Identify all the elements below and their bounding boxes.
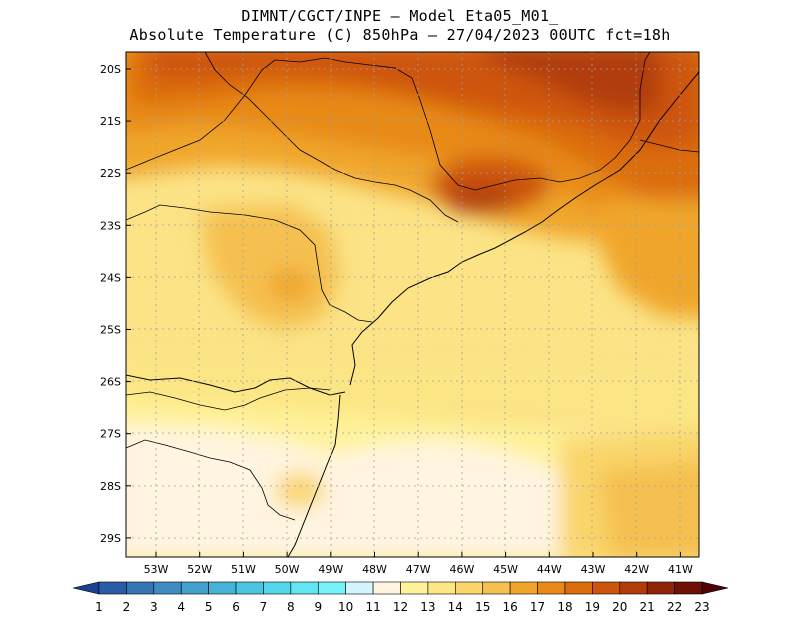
lon-label-44w: 44W — [537, 563, 562, 576]
lon-label-49w: 49W — [318, 563, 343, 576]
lon-label-48w: 48W — [362, 563, 387, 576]
latitude-labels: 20S 21S 22S 23S 24S 25S 26S 27S 28S 29S — [100, 63, 131, 545]
colorbar-swatch — [263, 581, 292, 595]
lon-label-53w: 53W — [144, 563, 169, 576]
colorbar-label: 9 — [314, 600, 322, 614]
colorbar-label: 8 — [287, 600, 295, 614]
colorbar-swatch — [290, 581, 319, 595]
colorbar-label: 2 — [123, 600, 131, 614]
colorbar-label: 15 — [475, 600, 490, 614]
lon-label-51w: 51W — [231, 563, 256, 576]
colorbar-swatch — [208, 581, 237, 595]
colorbar-label: 11 — [365, 600, 380, 614]
lat-label-29s: 29S — [100, 532, 121, 545]
lat-label-22s: 22S — [100, 167, 121, 180]
lon-label-43w: 43W — [581, 563, 606, 576]
temperature-field — [126, 52, 699, 557]
colorbar-label: 13 — [420, 600, 435, 614]
lon-label-52w: 52W — [187, 563, 212, 576]
colorbar-swatch — [537, 581, 566, 595]
colorbar: 1 2 3 4 5 6 7 8 9 10 11 12 13 14 15 16 17 18 19 20 21 22 23 — [72, 581, 729, 614]
coastline — [126, 71, 699, 396]
colorbar-swatch — [455, 581, 484, 595]
map-title-line2: Absolute Temperature (C) 850hPa – 27/04/… — [129, 26, 671, 44]
colorbar-swatch — [126, 581, 155, 595]
colorbar-swatch — [98, 581, 127, 595]
colorbar-swatch — [372, 581, 401, 595]
colorbar-swatch — [592, 581, 621, 595]
colorbar-label: 18 — [557, 600, 572, 614]
lon-label-42w: 42W — [624, 563, 649, 576]
colorbar-label: 20 — [612, 600, 627, 614]
lat-label-23s: 23S — [100, 219, 121, 232]
lat-label-25s: 25S — [100, 324, 121, 337]
colorbar-label: 4 — [177, 600, 185, 614]
colorbar-swatch — [400, 581, 429, 595]
lat-label-27s: 27S — [100, 428, 121, 441]
state-borders — [126, 52, 699, 521]
colorbar-swatch — [345, 581, 374, 595]
colorbar-label: 14 — [448, 600, 463, 614]
lat-label-28s: 28S — [100, 480, 121, 493]
colorbar-label: 12 — [393, 600, 408, 614]
colorbar-swatch — [564, 581, 593, 595]
map-frame — [125, 51, 700, 558]
colorbar-swatch — [153, 581, 182, 595]
lon-label-41w: 41W — [668, 563, 693, 576]
colorbar-label: 16 — [502, 600, 517, 614]
lat-label-20s: 20S — [100, 63, 121, 76]
colorbar-swatch — [180, 581, 209, 595]
colorbar-arrow-high — [701, 581, 729, 595]
colorbar-label: 22 — [667, 600, 682, 614]
lat-label-26s: 26S — [100, 376, 121, 389]
colorbar-swatch — [427, 581, 456, 595]
colorbar-label: 21 — [640, 600, 655, 614]
lon-label-45w: 45W — [493, 563, 518, 576]
colorbar-label: 1 — [95, 600, 103, 614]
colorbar-swatch — [619, 581, 648, 595]
colorbar-label: 17 — [530, 600, 545, 614]
colorbar-label: 19 — [585, 600, 600, 614]
lat-lon-grid — [126, 52, 699, 557]
lon-label-50w: 50W — [275, 563, 300, 576]
colorbar-swatch — [482, 581, 511, 595]
colorbar-label: 10 — [338, 600, 353, 614]
colorbar-label: 23 — [694, 600, 709, 614]
lon-label-47w: 47W — [406, 563, 431, 576]
colorbar-swatch — [674, 581, 703, 595]
lat-label-21s: 21S — [100, 115, 121, 128]
colorbar-swatch — [509, 581, 538, 595]
map-title-line1: DIMNT/CGCT/INPE – Model Eta05_M01_ — [241, 7, 559, 25]
colorbar-label: 7 — [260, 600, 268, 614]
colorbar-swatch — [646, 581, 675, 595]
lat-label-24s: 24S — [100, 271, 121, 284]
longitude-labels: 53W 52W 51W 50W 49W 48W 47W 46W 45W 44W 43W 42W 41W — [144, 552, 693, 576]
colorbar-label: 5 — [205, 600, 213, 614]
colorbar-swatch — [317, 581, 346, 595]
colorbar-label: 3 — [150, 600, 158, 614]
colorbar-label: 6 — [232, 600, 240, 614]
colorbar-arrow-low — [72, 581, 100, 595]
lon-label-46w: 46W — [449, 563, 474, 576]
colorbar-swatch — [235, 581, 264, 595]
